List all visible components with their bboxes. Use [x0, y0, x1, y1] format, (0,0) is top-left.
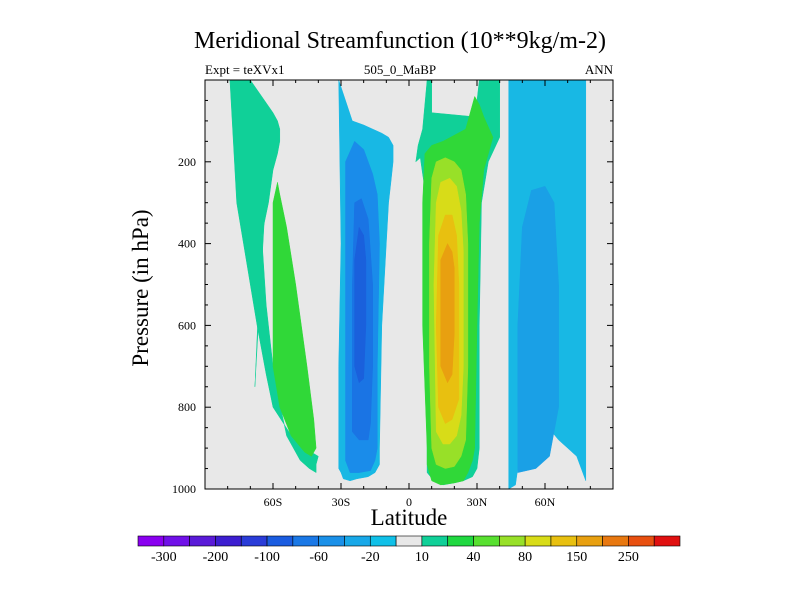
colorbar-swatch — [524, 535, 552, 547]
colorbar-swatch — [653, 535, 681, 547]
contour-nh-hadley-core — [440, 243, 455, 384]
colorbar-swatch — [344, 535, 371, 547]
colorbar-swatch — [395, 535, 423, 547]
x-axis-label: Latitude — [370, 505, 448, 530]
colorbar-swatch — [447, 535, 474, 547]
colorbar-label: 10 — [415, 550, 429, 565]
colorbar-swatch — [137, 535, 165, 547]
colorbar-swatch — [215, 535, 242, 547]
colorbar-label: -60 — [309, 550, 328, 565]
colorbar-swatch — [240, 535, 268, 547]
colorbar-swatch — [602, 535, 629, 547]
colorbar-label: 40 — [467, 550, 481, 565]
contour-nh-polar-inner — [517, 186, 559, 473]
colorbar-label: -200 — [203, 550, 229, 565]
x-tick-label: 30N — [467, 495, 488, 509]
contour-fills — [229, 80, 587, 489]
colorbar-swatch — [628, 535, 655, 547]
contour-sh-cell-core — [354, 226, 367, 384]
colorbar-swatch — [473, 535, 500, 547]
colorbar-swatch — [163, 535, 190, 547]
colorbar-swatch — [499, 535, 526, 547]
y-tick-label: 800 — [178, 400, 196, 414]
colorbar-label: -20 — [361, 550, 380, 565]
experiment-label: Expt = teXVx1 — [205, 62, 285, 77]
colorbar-label: -300 — [151, 550, 177, 565]
colorbar-swatch — [189, 535, 216, 547]
contour-sh-polar-40 — [272, 182, 317, 457]
season-label: ANN — [584, 62, 613, 77]
colorbar-swatch — [550, 535, 578, 547]
y-tick-label: 1000 — [172, 482, 196, 496]
colorbar-swatch — [576, 535, 603, 547]
contour-sh-polar-spike — [254, 186, 267, 387]
y-tick-label: 200 — [178, 155, 196, 169]
y-tick-label: 400 — [178, 237, 196, 251]
y-tick-label: 600 — [178, 318, 196, 332]
x-tick-label: 60S — [264, 495, 283, 509]
colorbar-swatch — [318, 535, 345, 547]
period-label: 505_0_MaBP — [363, 62, 437, 77]
colorbar-label: -100 — [254, 550, 280, 565]
colorbar-label: 80 — [518, 550, 532, 565]
x-tick-label: 0 — [406, 495, 412, 509]
x-tick-label: 60N — [535, 495, 556, 509]
colorbar-swatch — [292, 535, 319, 547]
colorbar-swatch — [421, 535, 449, 547]
chart-title: Meridional Streamfunction (10**9kg/m-2) — [194, 28, 606, 54]
x-tick-label: 30S — [332, 495, 351, 509]
colorbar-swatch — [266, 535, 294, 547]
colorbar-swatch — [369, 535, 397, 547]
colorbar-label: 150 — [566, 550, 587, 565]
colorbar-label: 250 — [618, 550, 639, 565]
